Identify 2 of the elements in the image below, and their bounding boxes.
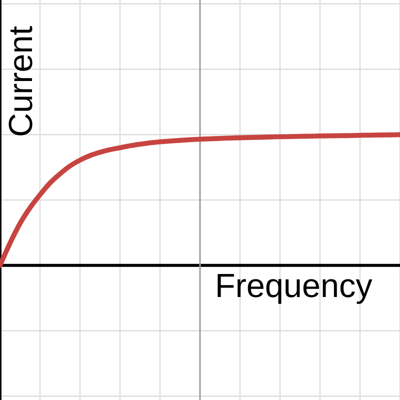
x-axis-title: Frequency xyxy=(218,274,372,304)
y-axis-title: Current xyxy=(8,26,32,136)
